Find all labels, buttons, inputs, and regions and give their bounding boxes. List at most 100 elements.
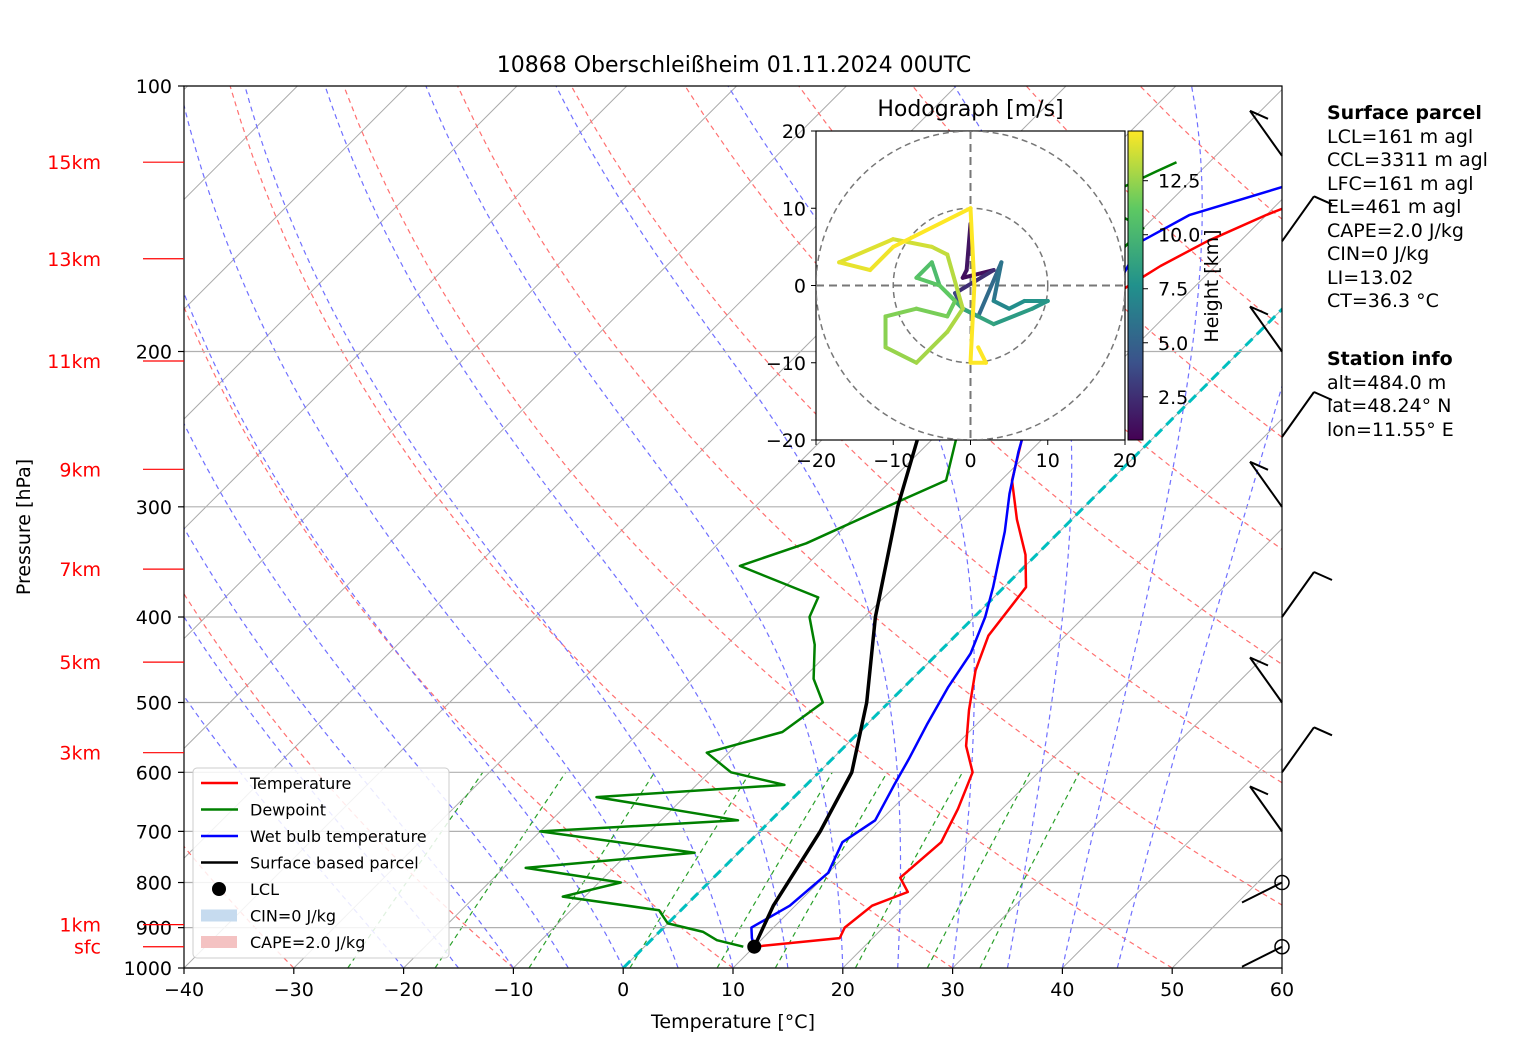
wind-barb-flag [1249,305,1269,316]
surface-parcel-lfc: LFC=161 m agl [1327,172,1474,195]
surface-parcel-lcl: LCL=161 m agl [1327,125,1474,148]
moist-adiabat-line [184,422,569,968]
wind-barb-staff [1249,110,1283,157]
hodograph-x-tick-label: −10 [873,450,913,472]
hodograph-y-tick-label: 10 [782,198,806,220]
surface-parcel-cape: CAPE=2.0 J/kg [1327,219,1464,242]
hodograph-segment [883,306,919,319]
colorbar-tick-label: 10.0 [1158,225,1200,247]
height-label: sfc [74,937,101,959]
hodograph-segment [991,298,1012,311]
hodograph-y-tick-label: 0 [794,276,806,298]
hodograph-segment [929,260,942,288]
wind-barbs [1241,86,1333,968]
station-latitude: lat=48.24° N [1327,395,1452,417]
hodograph-segment [960,306,996,327]
surface-parcel-el: EL=461 m agl [1327,196,1462,218]
y-tick-label: 100 [136,76,172,98]
legend-swatch [201,936,237,948]
x-tick-label: −40 [164,979,204,1001]
moist-adiabat-line [184,291,624,968]
isotherm-line [184,86,628,530]
legend-entry: Dewpoint [250,801,326,820]
hodograph-y-tick-label: 20 [782,121,806,143]
legend-box [192,767,450,959]
legend-swatch [201,909,237,922]
hodograph-title: Hodograph [m/s] [877,97,1063,122]
wind-barb-flag [1249,785,1269,796]
x-axis-label: Temperature [°C] [650,1011,815,1033]
hodograph-segment [868,244,896,273]
hodograph-segment [976,260,1004,319]
hodograph-segment [914,275,942,288]
y-axis-ticks: 100 200 300 400 500 600 700 800 900 1000 [124,76,184,980]
legend-entry: CIN=0 J/kg [250,907,336,926]
hodograph-segment [837,237,896,265]
legend-entry: Surface based parcel [250,854,419,873]
surface-parcel-li: LI=13.02 [1327,266,1414,289]
moist-adiabat-line [425,86,844,968]
colorbar-label: Height [km] [1201,229,1223,342]
hodograph-segment [883,345,919,365]
legend-swatch [212,882,226,896]
hodograph-segment [968,206,977,288]
hodograph-x-tick-label: 0 [964,450,976,472]
mixing-ratio-line [854,772,964,968]
wind-barb-flag [1313,391,1333,401]
hodograph-segment [1030,298,1050,311]
surface-parcel-header: Surface parcel [1327,102,1482,124]
wind-barb-staff [1241,881,1283,904]
hodograph-segment [945,306,965,334]
station-altitude: alt=484.0 m [1327,371,1447,394]
moist-adiabat-line [555,86,902,968]
x-tick-label: 50 [1160,979,1184,1001]
height-label: 7km [59,559,101,581]
y-tick-label: 500 [136,692,172,714]
height-label: 1km [59,915,101,937]
y-tick-label: 600 [136,762,172,784]
hodograph-segment [914,306,950,319]
surface-parcel-ccl: CCL=3311 m agl [1327,149,1488,171]
mixing-ratio-line [979,772,1081,968]
x-tick-label: 0 [617,979,629,1001]
wind-barb-flag [1313,195,1333,206]
isotherm-line [1062,747,1282,968]
wind-barb-staff [1241,945,1283,968]
hodograph-segment [1007,298,1027,311]
dry-adiabat-line [457,86,1282,906]
hodograph-segment [945,298,958,319]
dry-adiabat-line [184,305,734,968]
hodograph-segment [976,345,988,365]
moist-adiabat-line [1061,86,1203,968]
hodograph-segment [891,206,973,249]
hodograph-plot-area [816,131,1125,440]
freezing-isotherm-line [622,307,1282,968]
x-tick-label: −10 [493,979,533,1001]
hodograph-segment [837,260,873,273]
hodograph-x-tick-label: 20 [1113,450,1137,472]
height-label: 15km [47,152,101,174]
colorbar-tick-label: 7.5 [1158,279,1188,301]
isotherm-line [1171,857,1282,968]
wind-barb-flag [1249,460,1269,471]
height-label: 11km [47,351,101,373]
wind-barb-staff [1249,305,1283,353]
y-tick-label: 400 [136,607,172,629]
hodograph-segment [914,260,934,280]
wind-barb-flag [1313,726,1333,737]
isotherm-line [184,86,957,859]
x-tick-label: 40 [1050,979,1074,1001]
hodograph: −20−20 −10 −10 0 0 10 10 20 20 Hodograph [m/s] 2.5… [766,97,1223,472]
x-axis-ticks: −40 −30 −20 −10 0 10 20 30 40 50 60 [164,968,1294,1001]
wind-barb-staff [1281,391,1315,438]
hodograph-segment [991,260,1004,303]
x-tick-label: 20 [831,979,855,1001]
hodograph-colorbar [1127,130,1144,441]
hodograph-segment [945,252,965,311]
hodograph-y-tick-label: −20 [766,430,806,452]
legend-entry: Temperature [249,774,351,793]
mixing-ratio-line [629,771,751,968]
isotherm-line [952,637,1282,968]
